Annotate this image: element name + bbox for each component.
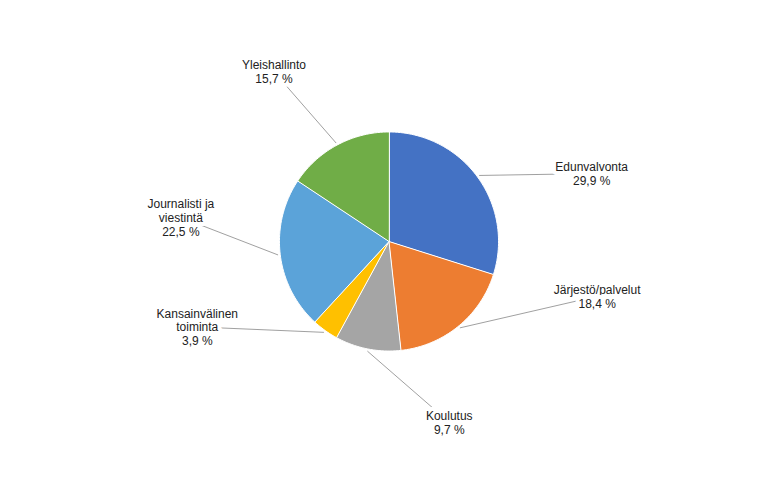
svg-text:Koulutus9,7 %: Koulutus9,7 % xyxy=(426,409,473,437)
svg-text:Järjestö/palvelut18,4 %: Järjestö/palvelut18,4 % xyxy=(554,283,641,311)
svg-text:Journalisti javiestintä22,5 %: Journalisti javiestintä22,5 % xyxy=(148,197,215,239)
svg-text:Yleishallinto15,7 %: Yleishallinto15,7 % xyxy=(242,58,306,86)
svg-text:Kansainvälinentoiminta3,9 %: Kansainvälinentoiminta3,9 % xyxy=(157,307,238,349)
svg-text:Edunvalvonta29,9 %: Edunvalvonta29,9 % xyxy=(555,160,628,188)
